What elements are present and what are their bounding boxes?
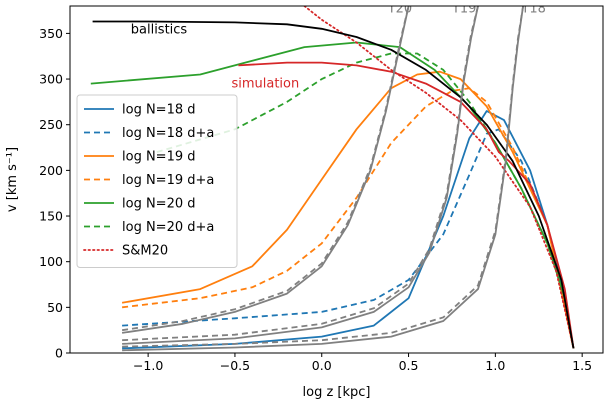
series-line-4	[90, 41, 575, 349]
plot-area: ballistics simulation T20 T19 T18	[90, 1, 575, 352]
x-axis-label: log z [kpc]	[303, 385, 371, 400]
x-tick-label: 1.5	[572, 358, 592, 373]
legend-label: S&M20	[122, 244, 168, 259]
x-tick-label: 0.0	[312, 358, 332, 373]
legend-label: log N=20 d	[122, 197, 196, 212]
annotation-2: T20	[387, 1, 412, 16]
y-tick-label: 200	[39, 163, 63, 178]
legend-label: log N=19 d+a	[122, 173, 214, 188]
x-tick-label: −0.5	[220, 358, 250, 373]
y-tick-label: 50	[47, 300, 63, 315]
y-tick-label: 250	[39, 117, 63, 132]
y-tick-label: 100	[39, 254, 63, 269]
y-tick-label: 300	[39, 72, 63, 87]
series-line-2	[121, 70, 575, 349]
legend-box	[76, 94, 238, 268]
x-tick-label: 0.5	[399, 358, 419, 373]
series-line-10	[121, 6, 410, 332]
x-tick-label: −1.0	[133, 358, 163, 373]
annotation-0: ballistics	[131, 22, 188, 37]
axes: −1.0 −0.5 0.0 0.5 1.0 1.5 0 50 100 150 200 250 300 35…	[5, 5, 604, 400]
series-line-13	[122, 6, 524, 352]
series-line-6	[303, 6, 575, 350]
series-line-5	[156, 52, 575, 349]
y-tick-label: 150	[39, 209, 63, 224]
y-tick-label: 0	[55, 346, 63, 361]
y-tick-label: 350	[39, 26, 63, 41]
series-line-7	[238, 61, 575, 349]
legend-label: log N=18 d	[122, 103, 196, 118]
annotation-4: T18	[520, 1, 545, 16]
legend-label: log N=19 d	[122, 150, 196, 165]
x-tick-label: 1.0	[485, 358, 505, 373]
y-axis-label: v [km s⁻¹]	[5, 147, 20, 212]
series-line-8	[92, 20, 575, 349]
axes-frame	[69, 5, 604, 354]
series-line-12	[122, 6, 479, 342]
legend-label: log N=18 d+a	[122, 126, 214, 141]
series-line-14	[122, 6, 524, 348]
annotation-1: simulation	[231, 76, 299, 91]
legend: log N=18 d log N=18 d+a log N=19 d log N=19…	[76, 94, 238, 268]
legend-label: log N=20 d+a	[122, 220, 214, 235]
annotation-3: T19	[451, 1, 476, 16]
